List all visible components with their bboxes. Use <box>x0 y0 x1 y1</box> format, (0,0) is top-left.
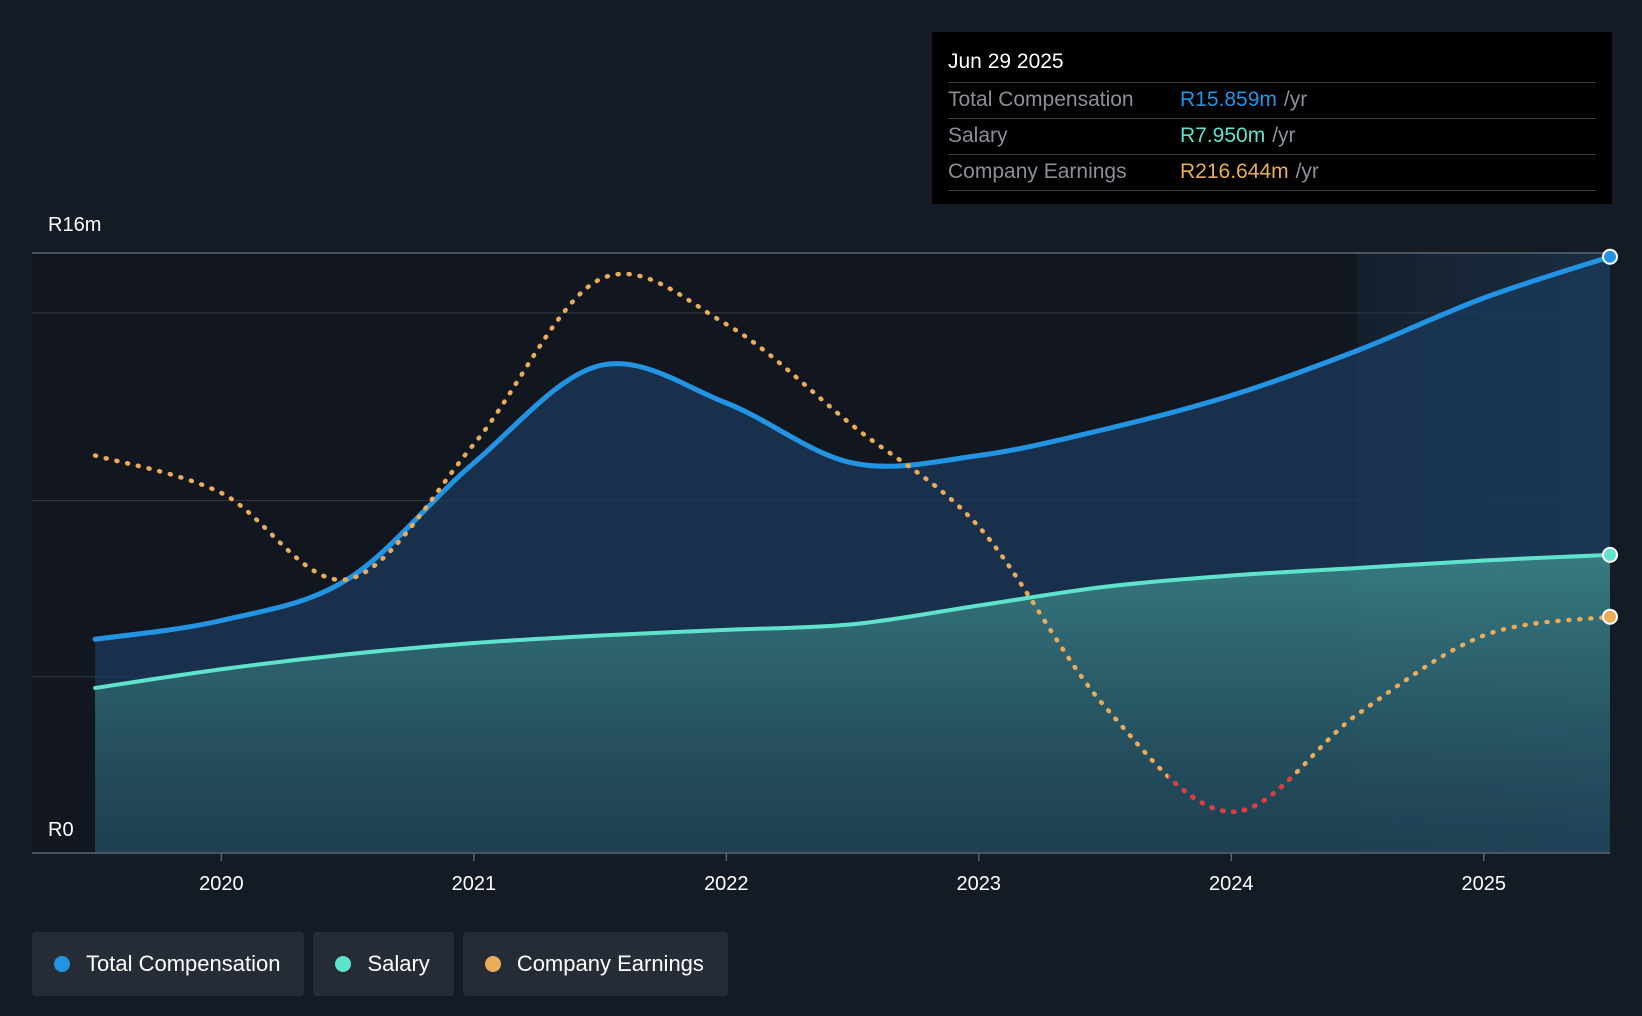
x-tick-label: 2021 <box>452 873 497 895</box>
tooltip-row-salary: Salary R7.950m /yr <box>948 119 1596 155</box>
company-earnings-path <box>92 271 1613 815</box>
company-earnings-line <box>92 271 1613 815</box>
x-tick-label: 2020 <box>199 873 244 895</box>
legend-label: Salary <box>367 951 430 976</box>
x-tick-label: 2025 <box>1462 873 1507 895</box>
legend-label: Company Earnings <box>516 951 704 976</box>
company-earnings-end-marker[interactable] <box>1602 608 1618 625</box>
legend-item-salary[interactable]: Salary <box>313 932 454 996</box>
tooltip-value: R7.950m <box>1180 124 1266 147</box>
x-tick-label: 2023 <box>957 873 1002 895</box>
total-compensation-end-marker[interactable] <box>1602 248 1618 265</box>
total-compensation-dot-icon <box>54 956 70 972</box>
legend-item-total-compensation[interactable]: Total Compensation <box>32 932 305 996</box>
tooltip-row-earnings: Company Earnings R216.644m /yr <box>948 155 1596 191</box>
tooltip-label: Total Compensation <box>948 88 1134 111</box>
tooltip-unit: /yr <box>1272 124 1296 147</box>
tooltip-label: Company Earnings <box>948 160 1127 183</box>
x-tick-label: 2022 <box>704 873 749 895</box>
tooltip-label: Salary <box>948 124 1008 147</box>
x-tick-label: 2024 <box>1209 873 1254 895</box>
tooltip-unit: /yr <box>1283 88 1308 111</box>
salary-dot-icon <box>335 956 352 972</box>
company-earnings-dot-icon <box>484 956 501 972</box>
y-axis-min-label: R0 <box>48 819 74 841</box>
tooltip-row-total: Total Compensation R15.859m /yr <box>948 83 1596 119</box>
legend: Total Compensation Salary Company Earnin… <box>32 932 728 996</box>
salary-end-marker[interactable] <box>1602 546 1618 563</box>
y-axis-max-label: R16m <box>48 214 101 236</box>
tooltip-unit: /yr <box>1295 160 1319 183</box>
tooltip-value: R216.644m <box>1180 160 1289 183</box>
end-markers <box>1602 248 1618 625</box>
salary-line <box>93 552 1612 690</box>
x-axis: 2020 2021 2022 2023 2024 2025 <box>199 853 1506 895</box>
tooltip-date: Jun 29 2025 <box>948 46 1596 83</box>
salary-area <box>95 554 1611 853</box>
legend-label: Total Compensation <box>86 951 281 976</box>
tooltip-value: R15.859m <box>1180 88 1277 111</box>
tooltip: Jun 29 2025 Total Compensation R15.859m … <box>932 32 1612 204</box>
legend-item-company-earnings[interactable]: Company Earnings <box>462 932 728 996</box>
